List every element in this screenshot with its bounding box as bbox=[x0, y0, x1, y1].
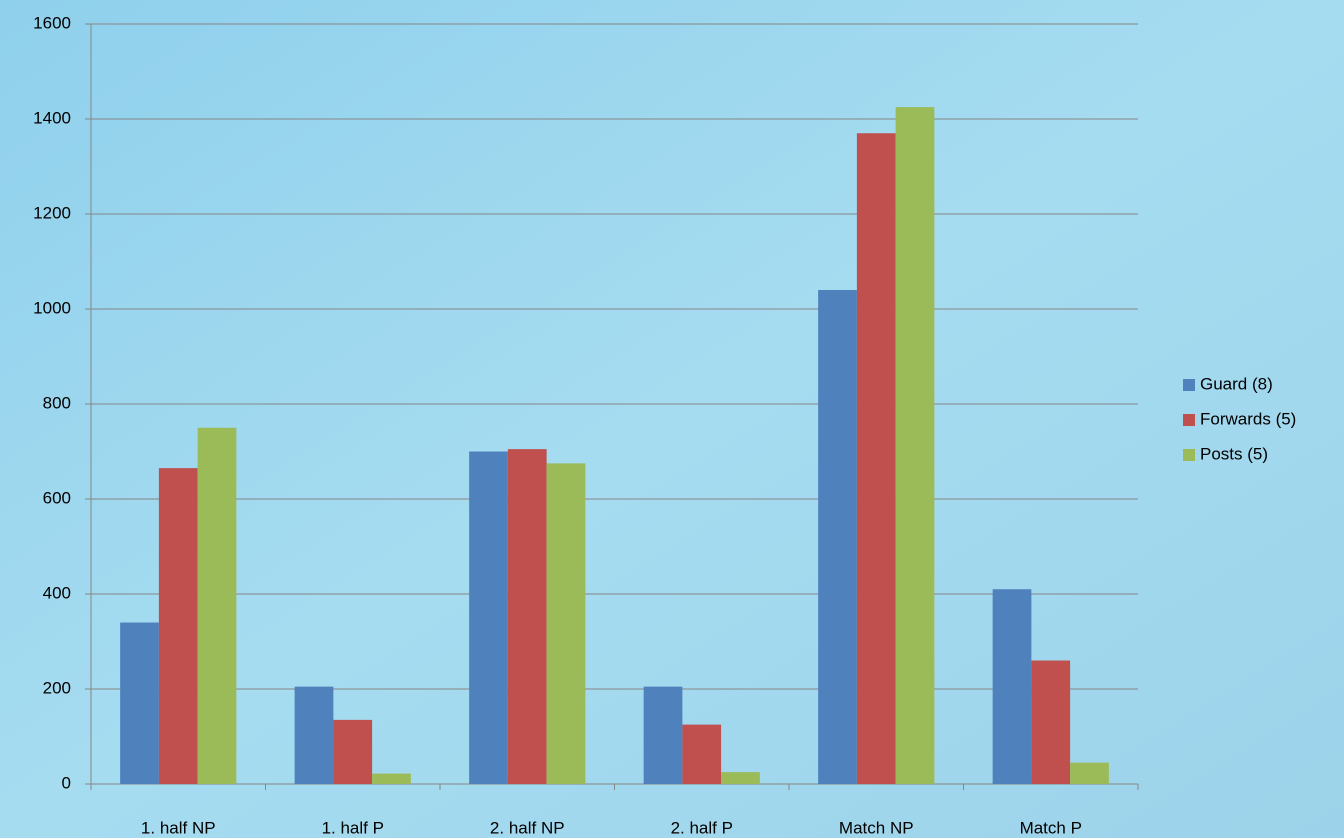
y-tick-label: 1200 bbox=[33, 203, 71, 222]
y-tick-label: 200 bbox=[43, 678, 71, 697]
y-tick-label: 400 bbox=[43, 583, 71, 602]
y-tick-label: 1000 bbox=[33, 298, 71, 317]
bar bbox=[721, 772, 760, 784]
bar bbox=[120, 622, 159, 784]
legend-swatch bbox=[1183, 414, 1195, 426]
y-tick-label: 1400 bbox=[33, 108, 71, 127]
y-tick-label: 800 bbox=[43, 393, 71, 412]
bar bbox=[372, 773, 411, 784]
bar bbox=[546, 463, 586, 784]
y-tick-label: 600 bbox=[43, 488, 71, 507]
x-tick-label: 1. half NP bbox=[141, 818, 216, 837]
legend-swatch bbox=[1183, 379, 1195, 391]
bar bbox=[992, 589, 1032, 784]
x-tick-label: 1. half P bbox=[322, 818, 384, 837]
bar bbox=[682, 724, 722, 784]
y-tick-label: 0 bbox=[62, 773, 71, 792]
bar bbox=[1070, 762, 1109, 784]
bar bbox=[333, 719, 373, 784]
bar bbox=[856, 133, 896, 784]
x-tick-label: Match NP bbox=[839, 818, 914, 837]
legend-label: Posts (5) bbox=[1200, 444, 1268, 463]
bar bbox=[469, 451, 508, 784]
bar bbox=[197, 427, 237, 784]
bar bbox=[818, 290, 857, 784]
bar bbox=[1031, 660, 1071, 784]
x-tick-label: 2. half NP bbox=[490, 818, 565, 837]
legend-label: Guard (8) bbox=[1200, 374, 1273, 393]
bar bbox=[507, 449, 547, 784]
x-tick-label: Match P bbox=[1020, 818, 1082, 837]
legend-swatch bbox=[1183, 449, 1195, 461]
bar bbox=[643, 686, 683, 784]
legend-label: Forwards (5) bbox=[1200, 409, 1296, 428]
bar bbox=[294, 686, 334, 784]
y-tick-label: 1600 bbox=[33, 13, 71, 32]
x-tick-label: 2. half P bbox=[671, 818, 733, 837]
bar bbox=[895, 107, 935, 784]
bar bbox=[158, 468, 198, 784]
